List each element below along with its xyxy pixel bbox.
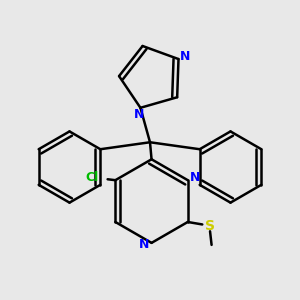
- Text: N: N: [134, 108, 144, 121]
- Text: N: N: [180, 50, 190, 63]
- Text: N: N: [190, 171, 201, 184]
- Text: S: S: [205, 219, 215, 233]
- Text: Cl: Cl: [85, 171, 99, 184]
- Text: N: N: [139, 238, 149, 251]
